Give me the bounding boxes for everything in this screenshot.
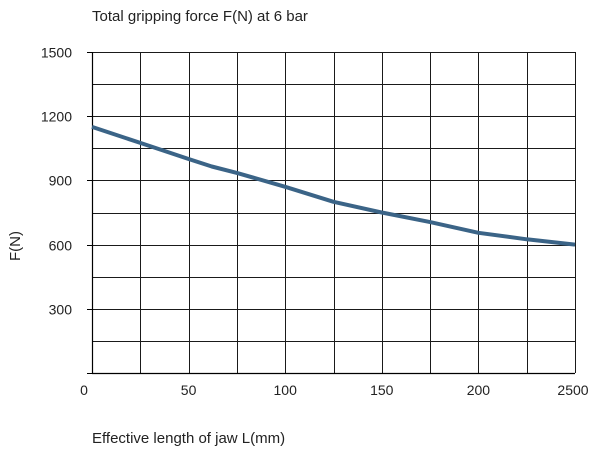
x-axis-label: Effective length of jaw L(mm) xyxy=(92,430,285,447)
x-tick-label: 50 xyxy=(181,382,197,398)
y-tick-label: 600 xyxy=(49,238,73,254)
chart-title: Total gripping force F(N) at 6 bar xyxy=(92,8,308,25)
series xyxy=(91,125,576,247)
x-tick-label: 2500 xyxy=(557,382,588,398)
y-tick-label: 1200 xyxy=(41,109,72,125)
tick-labels: 300 600 900 1200 1500 0 50 100 150 200 2500 xyxy=(41,45,589,399)
y-tick-label: 300 xyxy=(49,302,73,318)
grid xyxy=(92,52,576,374)
x-tick-label: 200 xyxy=(467,382,491,398)
x-tick-label: 0 xyxy=(80,382,88,398)
y-tick-label: 1500 xyxy=(41,45,72,61)
x-tick-label: 150 xyxy=(370,382,394,398)
series-line xyxy=(91,125,576,247)
axes xyxy=(87,52,575,375)
y-tick-label: 900 xyxy=(49,173,73,189)
y-axis-label: F(N) xyxy=(7,231,24,261)
x-tick-label: 100 xyxy=(274,382,298,398)
